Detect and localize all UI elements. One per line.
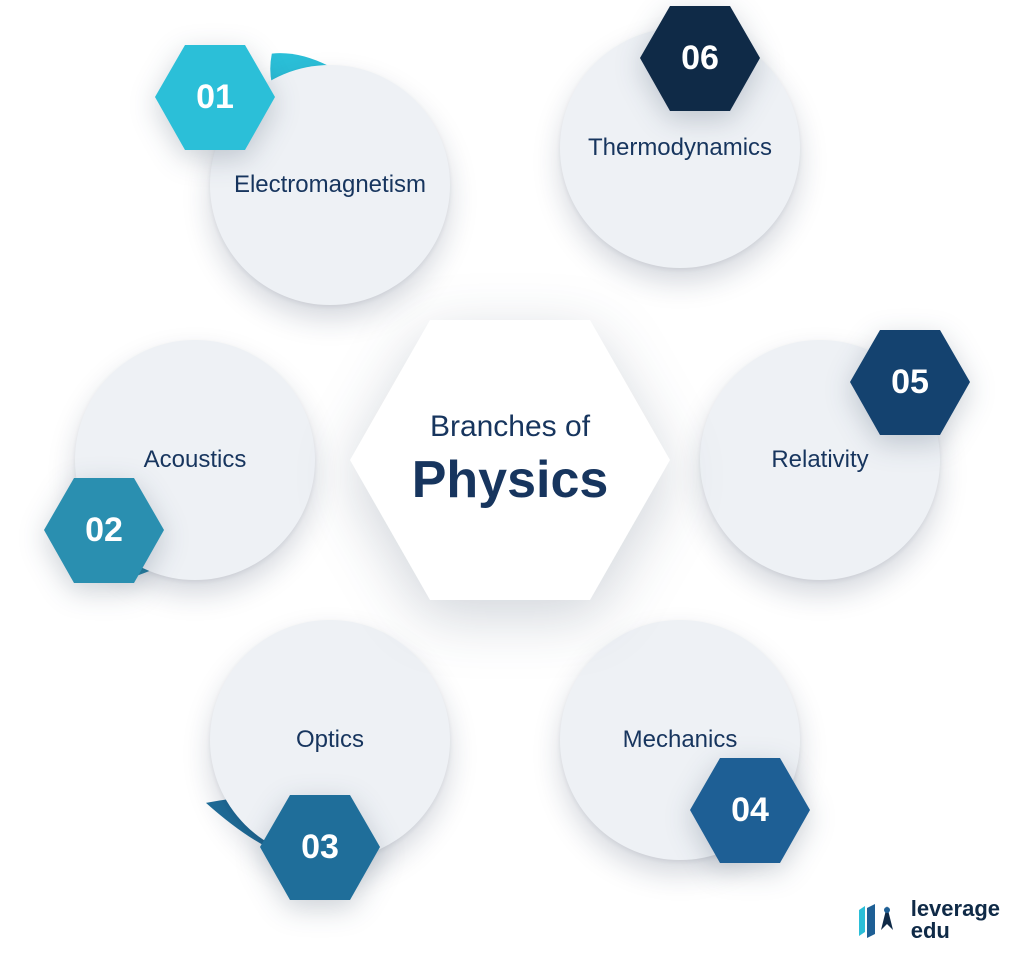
center-pretitle: Branches of bbox=[412, 410, 609, 444]
hex-num-05: 05 bbox=[850, 330, 970, 435]
hex-tag-02: 02 bbox=[44, 478, 164, 583]
hex-num-02: 02 bbox=[44, 478, 164, 583]
hex-tag-05: 05 bbox=[850, 330, 970, 435]
circle-04-label: Mechanics bbox=[623, 726, 738, 754]
hex-num-03: 03 bbox=[260, 795, 380, 900]
rocket-book-icon bbox=[855, 896, 901, 942]
hex-tag-01: 01 bbox=[155, 45, 275, 150]
hex-tag-03: 03 bbox=[260, 795, 380, 900]
logo-line2: edu bbox=[911, 920, 1000, 942]
hex-num-01: 01 bbox=[155, 45, 275, 150]
hex-tag-06: 06 bbox=[640, 6, 760, 111]
circle-02-label: Acoustics bbox=[144, 446, 247, 474]
center-title: Physics bbox=[412, 450, 609, 510]
circle-06-label: Thermodynamics bbox=[588, 134, 772, 162]
hex-num-06: 06 bbox=[640, 6, 760, 111]
hex-num-04: 04 bbox=[690, 758, 810, 863]
circle-01-label: Electromagnetism bbox=[234, 171, 426, 199]
hex-tag-04: 04 bbox=[690, 758, 810, 863]
logo-line1: leverage bbox=[911, 898, 1000, 920]
circle-05-label: Relativity bbox=[771, 446, 868, 474]
infographic-stage: Electromagnetism 01 Acoustics 02 Optics … bbox=[0, 0, 1024, 964]
center-hexagon: Branches of Physics bbox=[350, 320, 670, 600]
brand-logo: leverage edu bbox=[855, 896, 1000, 942]
circle-03-label: Optics bbox=[296, 726, 364, 754]
